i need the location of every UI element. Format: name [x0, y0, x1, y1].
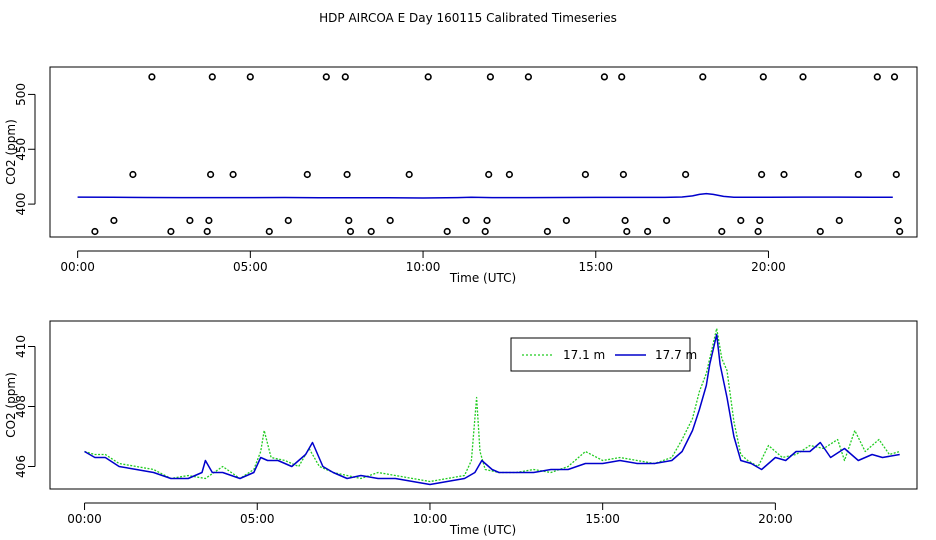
scatter-point	[662, 216, 671, 225]
scatter-point	[129, 170, 137, 179]
bottom-y-axis-label: CO2 (ppm)	[4, 372, 18, 438]
scatter-point	[854, 170, 862, 179]
scatter-point	[345, 216, 353, 225]
top-y-tick-label: 400	[14, 193, 28, 216]
scatter-point	[737, 216, 745, 225]
scatter-point	[148, 73, 156, 81]
scatter-point	[284, 216, 292, 225]
scatter-point	[873, 73, 881, 81]
scatter-point	[780, 170, 788, 179]
scatter-point	[896, 227, 904, 236]
scatter-point	[623, 227, 631, 236]
bottom-x-tick-label: 15:00	[585, 512, 620, 526]
top-x-axis: 00:00 05:00 10:00 15:00 20:00	[60, 250, 786, 274]
scatter-point	[718, 227, 726, 236]
bottom-x-tick-label: 20:00	[758, 512, 793, 526]
scatter-point	[91, 227, 99, 236]
scatter-point	[386, 216, 394, 225]
scatter-point	[756, 216, 764, 225]
scatter-point	[367, 227, 375, 236]
scatter-point	[894, 216, 902, 225]
legend: 17.1 m 17.7 m	[510, 337, 697, 372]
scatter-point	[405, 170, 413, 179]
top-y-axis-label: CO2 (ppm)	[4, 119, 18, 185]
scatter-point	[167, 227, 175, 236]
top-series-line-0	[77, 192, 893, 199]
scatter-point	[486, 73, 495, 81]
bottom-x-axis-label: Time (UTC)	[449, 523, 516, 537]
top-series	[77, 192, 893, 199]
scatter-point	[481, 227, 489, 236]
scatter-point	[265, 227, 273, 236]
scatter-point	[483, 216, 491, 225]
bottom-series	[84, 327, 900, 486]
scatter-point	[759, 73, 767, 81]
scatter-point	[757, 170, 766, 179]
scatter-point	[485, 170, 493, 179]
scatter-point	[229, 170, 237, 179]
scatter-point	[110, 216, 118, 225]
scatter-point	[754, 227, 762, 236]
bottom-x-axis: 00:00 05:00 10:00 15:00 20:00	[67, 502, 793, 526]
top-y-axis: 400 450 500	[14, 83, 36, 216]
legend-label-17-1: 17.1 m	[563, 348, 605, 362]
scatter-point	[799, 73, 807, 81]
scatter-point	[524, 73, 533, 81]
scatter-point	[643, 227, 652, 236]
scatter-point	[207, 170, 215, 179]
scatter-point	[303, 170, 311, 179]
scatter-point	[835, 216, 843, 225]
bottom-x-tick-label: 10:00	[413, 512, 448, 526]
bottom-plot-frame	[49, 320, 918, 490]
top-x-tick-label: 20:00	[751, 260, 786, 274]
scatter-point	[892, 170, 900, 179]
top-points	[91, 73, 904, 236]
top-x-tick-label: 10:00	[406, 260, 441, 274]
scatter-point	[346, 227, 355, 236]
bottom-y-tick-label: 408	[14, 395, 28, 418]
scatter-point	[816, 227, 824, 236]
scatter-point	[543, 227, 552, 236]
scatter-point	[246, 73, 254, 81]
bottom-y-tick-label: 410	[14, 335, 28, 358]
scatter-point	[205, 216, 213, 225]
scatter-point	[208, 73, 216, 81]
bottom-y-tick-label: 406	[14, 455, 28, 478]
top-x-tick-label: 15:00	[578, 260, 613, 274]
scatter-point	[581, 170, 590, 179]
legend-box	[510, 337, 691, 372]
scatter-point	[341, 73, 349, 81]
page-title: HDP AIRCOA E Day 160115 Calibrated Times…	[319, 11, 617, 25]
scatter-point	[203, 227, 211, 236]
scatter-point	[505, 170, 514, 179]
scatter-point	[343, 170, 351, 179]
scatter-point	[600, 73, 609, 81]
scatter-point	[619, 170, 628, 179]
scatter-point	[890, 73, 899, 81]
top-y-tick-label: 500	[14, 83, 28, 106]
bottom-panel: 00:00 05:00 10:00 15:00 20:00 406 408 410 Time…	[4, 320, 918, 537]
top-panel: 00:00 05:00 10:00 15:00 20:00 400 450 500 Time…	[4, 66, 918, 285]
scatter-point	[681, 170, 690, 179]
bottom-y-axis: 406 408 410	[14, 335, 36, 478]
top-y-tick-label: 450	[14, 138, 28, 161]
scatter-point	[699, 73, 707, 81]
top-plot-frame	[49, 66, 918, 238]
scatter-point	[424, 73, 432, 81]
scatter-point	[618, 73, 626, 81]
bottom-x-tick-label: 00:00	[67, 512, 102, 526]
top-x-tick-label: 05:00	[233, 260, 268, 274]
scatter-point	[562, 216, 571, 225]
bottom-series-line-1	[84, 333, 900, 486]
top-x-axis-label: Time (UTC)	[449, 271, 516, 285]
scatter-point	[621, 216, 629, 225]
legend-label-17-7: 17.7 m	[655, 348, 697, 362]
bottom-x-tick-label: 05:00	[240, 512, 275, 526]
scatter-point	[186, 216, 194, 225]
scatter-point	[443, 227, 451, 236]
top-x-tick-label: 00:00	[60, 260, 95, 274]
scatter-point	[462, 216, 470, 225]
scatter-point	[322, 73, 330, 81]
